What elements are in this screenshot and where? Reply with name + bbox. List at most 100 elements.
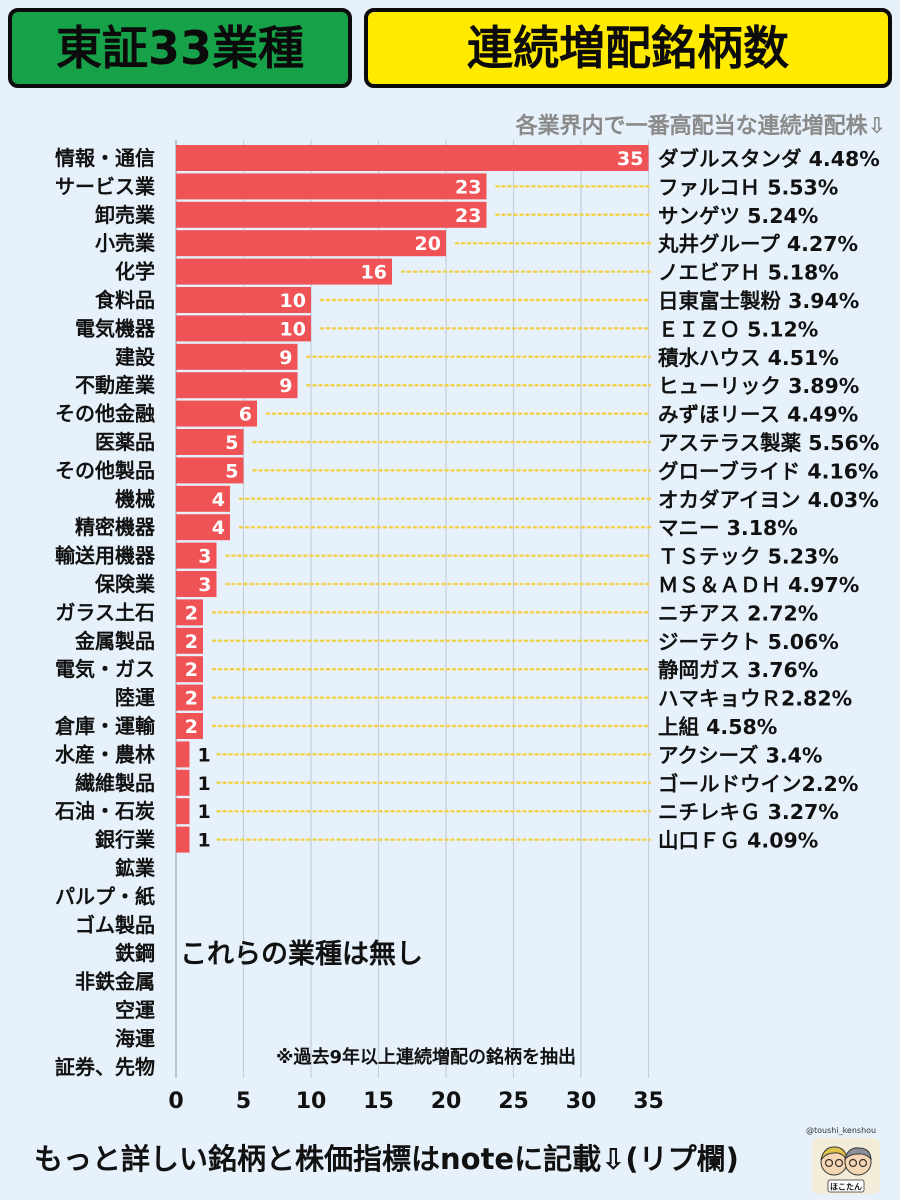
category-label: ガラス土石 [55, 600, 155, 624]
stock-annotation: ニチアス 2.72% [658, 601, 818, 625]
data-label: 23 [455, 205, 481, 227]
x-tick-label: 20 [431, 1089, 462, 1114]
bar [176, 571, 217, 597]
stock-annotation: ノエビアＨ 5.18% [658, 261, 839, 285]
stock-annotation: ヒューリック 3.89% [658, 374, 859, 398]
stock-annotation: 丸井グループ 4.27% [657, 232, 858, 256]
x-tick-label: 30 [566, 1089, 597, 1114]
x-tick-label: 5 [236, 1089, 251, 1114]
data-label: 9 [279, 375, 292, 397]
stock-annotation: ＭＳ＆ＡＤＨ 4.97% [658, 573, 859, 597]
bar [176, 145, 649, 171]
data-label: 10 [280, 290, 306, 312]
bar [176, 826, 190, 853]
category-label: 機械 [115, 487, 155, 511]
bar [176, 343, 298, 370]
stock-annotation: オカダアイヨン 4.03% [658, 488, 879, 512]
stock-annotation: 日東富士製粉 3.94% [658, 289, 859, 313]
bar [176, 429, 244, 455]
category-label: 輸送用機器 [55, 544, 156, 568]
x-tick-label: 25 [498, 1089, 529, 1114]
note-criteria: ※過去9年以上連続増配の銘柄を抽出 [276, 1047, 577, 1068]
bar [176, 656, 203, 683]
category-label: 電気・ガス [55, 657, 155, 681]
data-label: 2 [185, 631, 198, 653]
data-label: 10 [280, 318, 306, 340]
category-label: 鉱業 [115, 856, 156, 880]
x-tick-label: 10 [296, 1089, 327, 1114]
data-label: 2 [185, 716, 198, 738]
category-label: 食料品 [95, 288, 155, 312]
data-label: 16 [361, 262, 387, 284]
bar [176, 457, 244, 484]
bar [176, 741, 190, 768]
category-label: その他金融 [55, 402, 155, 426]
category-label: 精密機器 [75, 515, 156, 539]
data-label: 2 [185, 688, 198, 710]
category-label: ゴム製品 [75, 913, 155, 937]
category-label: 海運 [115, 1026, 155, 1050]
data-label: 1 [198, 830, 211, 852]
x-tick-label: 15 [363, 1089, 394, 1114]
mascot-icon: ほこたん [812, 1138, 880, 1194]
bar [176, 514, 230, 541]
data-label: 23 [455, 176, 481, 198]
x-tick-label: 0 [168, 1089, 183, 1114]
category-label: 証券、先物 [55, 1055, 155, 1079]
data-label: 2 [185, 659, 198, 681]
stock-annotation: アステラス製薬 5.56% [658, 431, 879, 455]
stock-annotation: ＴＳテック 5.23% [658, 545, 839, 569]
data-label: 2 [185, 602, 198, 624]
data-label: 4 [212, 489, 225, 511]
stock-annotation: アクシーズ 3.4% [658, 743, 822, 767]
bar [176, 258, 392, 285]
data-label: 3 [198, 546, 211, 568]
stock-annotation: 静岡ガス 3.76% [658, 658, 818, 682]
stock-annotation: マニー 3.18% [658, 516, 798, 540]
category-label: 倉庫・運輸 [54, 714, 156, 738]
title-left: 東証33業種 [8, 8, 352, 88]
stock-annotation: グローブライド 4.16% [658, 459, 879, 483]
data-label: 3 [198, 574, 211, 596]
stock-annotation: ジーテクト 5.06% [658, 630, 839, 654]
category-label: 化学 [115, 260, 155, 284]
category-label: 空運 [115, 998, 155, 1022]
data-label: 35 [617, 148, 643, 170]
category-label: サービス業 [55, 174, 156, 198]
footer-text: もっと詳しい銘柄と株価指標はnoteに記載⇩(リプ欄) [34, 1142, 739, 1176]
bar [176, 684, 203, 711]
mascot-label: ほこたん [830, 1182, 862, 1192]
category-label: 石油・石炭 [54, 799, 155, 823]
category-label: 鉄鋼 [115, 941, 155, 965]
stock-annotation: ＥＩＺＯ 5.12% [658, 317, 818, 341]
category-label: 医薬品 [95, 430, 155, 454]
data-label: 4 [212, 517, 225, 539]
category-label: 情報・通信 [55, 146, 155, 170]
category-label: 陸運 [115, 686, 155, 710]
stock-annotation: ゴールドウイン2.2% [658, 772, 858, 796]
category-label: 繊維製品 [74, 771, 155, 795]
data-label: 1 [198, 773, 211, 795]
data-label: 1 [198, 801, 211, 823]
bar [176, 201, 487, 228]
bar [176, 372, 298, 399]
stock-annotation: みずほリース 4.49% [658, 403, 858, 427]
category-label: 建設 [115, 345, 156, 369]
bar [176, 542, 217, 569]
category-label: 水産・農林 [55, 742, 155, 766]
stock-annotation: サンゲツ 5.24% [658, 204, 818, 228]
subtitle: 各業界内で一番高配当な連続増配株⇩ [515, 114, 886, 139]
category-label: 電気機器 [75, 316, 156, 340]
data-label: 1 [198, 744, 211, 766]
bar [176, 173, 487, 200]
category-label: 保険業 [94, 572, 156, 596]
bar [176, 627, 203, 654]
stock-annotation: ニチレキＧ 3.27% [658, 800, 839, 824]
category-label: 小売業 [95, 231, 156, 255]
category-label: その他製品 [55, 458, 155, 482]
data-label: 5 [225, 432, 238, 454]
bar [176, 287, 311, 313]
stock-annotation: ダブルスタンダ 4.48% [658, 147, 880, 171]
stock-annotation: ファルコＨ 5.53% [658, 175, 838, 199]
